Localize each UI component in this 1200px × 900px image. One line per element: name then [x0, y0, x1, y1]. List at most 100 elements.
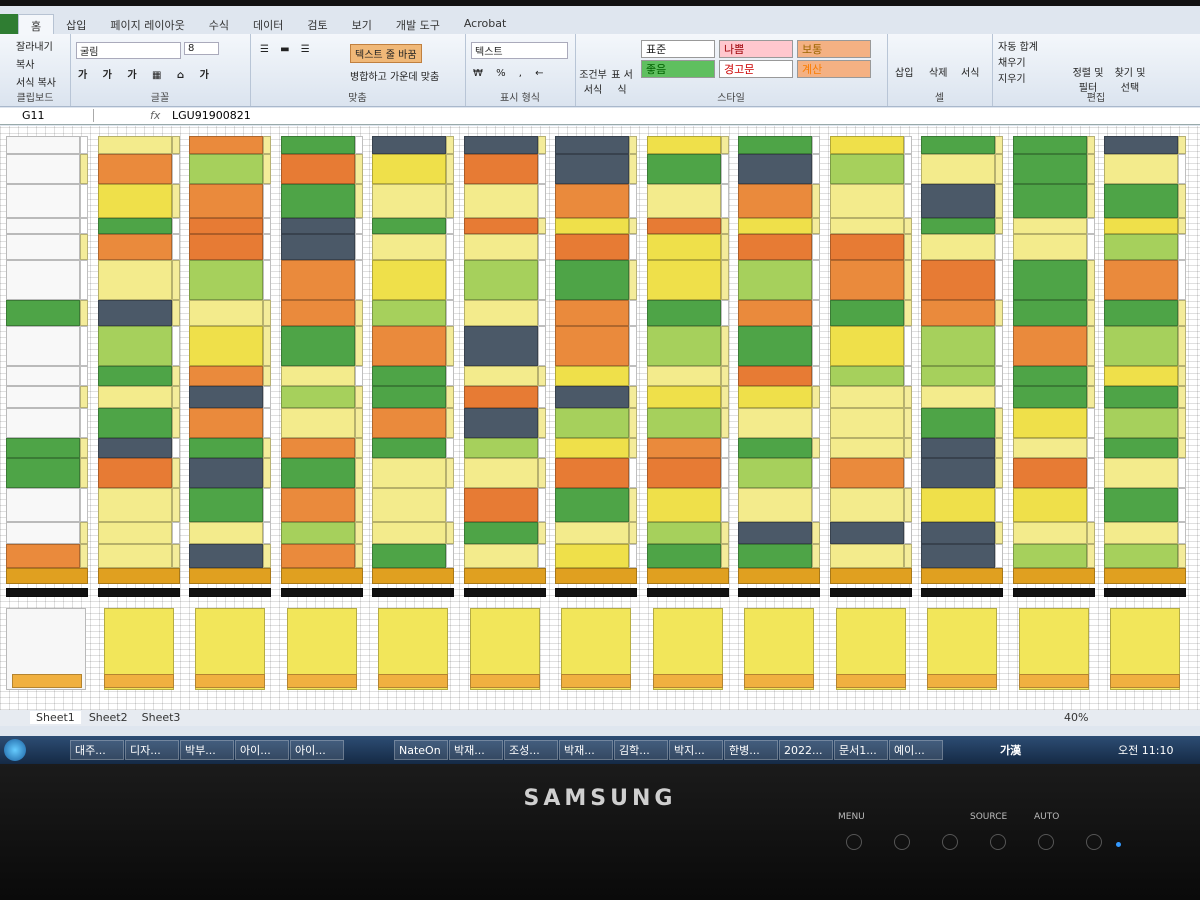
cell-block — [646, 438, 721, 458]
monitor-button[interactable] — [1086, 834, 1102, 850]
cell-block — [537, 234, 546, 260]
ime-indicator[interactable]: 가漢 — [1000, 744, 1022, 757]
cell-block — [446, 544, 454, 568]
ribbon-tab[interactable]: Acrobat — [463, 17, 507, 30]
ribbon-tab[interactable]: 페이지 레이아웃 — [110, 19, 185, 32]
cell-style[interactable]: 경고문 — [719, 60, 793, 78]
sheet-tab[interactable]: Sheet1 — [30, 711, 81, 724]
task-button[interactable]: 문서1... — [834, 740, 888, 760]
ribbon-tab[interactable]: 개발 도구 — [395, 19, 440, 32]
ribbon-tab[interactable]: 보기 — [351, 19, 372, 32]
start-button[interactable] — [4, 739, 26, 761]
ribbon-tab[interactable]: 홈 — [18, 14, 55, 34]
align-buttons[interactable]: ☰ ▬ ☰ — [260, 44, 314, 55]
cell-block — [80, 544, 88, 568]
task-button[interactable]: 조성... — [504, 740, 558, 760]
cell-block — [280, 408, 355, 438]
autosum-button[interactable]: 자동 합계 — [998, 42, 1038, 53]
number-buttons[interactable]: ₩ % , ← — [473, 68, 549, 79]
cell-block — [463, 136, 538, 154]
table-format-button[interactable]: 표 서식 — [611, 70, 633, 96]
sheet-tab[interactable]: Sheet2 — [88, 711, 128, 724]
ribbon-tab[interactable]: 수식 — [208, 19, 229, 32]
task-button[interactable]: 2022... — [779, 740, 833, 760]
sheet-tab[interactable]: Sheet3 — [141, 711, 181, 724]
cell-style[interactable]: 좋음 — [641, 60, 715, 78]
find-select-button[interactable]: 찾기 및 선택 — [1114, 68, 1146, 94]
cell-block — [372, 218, 446, 234]
formula-content[interactable]: LGU91900821 — [172, 109, 251, 122]
ribbon-tab[interactable]: 검토 — [307, 19, 328, 32]
cell-block — [280, 568, 363, 584]
ribbon-tab[interactable]: 데이터 — [252, 19, 284, 32]
cell-block — [537, 408, 546, 438]
cell-block — [629, 300, 637, 326]
cell-block — [463, 300, 538, 326]
format-button[interactable]: 서식 — [961, 68, 980, 79]
cell-block — [189, 136, 263, 154]
cell-block — [903, 154, 912, 184]
cell-style[interactable]: 표준 — [641, 40, 715, 58]
cell-block — [354, 544, 363, 568]
monitor-button[interactable] — [894, 834, 910, 850]
task-button[interactable]: 예이... — [889, 740, 943, 760]
cell-block — [80, 386, 88, 408]
format-painter-button[interactable]: 서식 복사 — [16, 78, 56, 89]
font-style-buttons[interactable]: 가 가 가 ▦ ⌂ 가 — [78, 70, 215, 81]
monitor-button[interactable] — [990, 834, 1006, 850]
task-button[interactable]: 김학... — [614, 740, 668, 760]
cell-block — [555, 326, 629, 366]
cell-block — [1104, 458, 1178, 488]
delete-button[interactable]: 삭제 — [929, 68, 948, 79]
task-button[interactable]: 한병... — [724, 740, 778, 760]
monitor-button-label: AUTO — [1034, 812, 1060, 822]
cell-block — [463, 154, 538, 184]
cell-style[interactable]: 계산 — [797, 60, 871, 78]
cell-block — [171, 184, 180, 218]
cell-block — [720, 234, 729, 260]
task-button[interactable]: 아이... — [235, 740, 289, 760]
name-box[interactable]: G11 — [4, 109, 94, 122]
cell-block — [537, 154, 546, 184]
clear-button[interactable]: 지우기 — [998, 74, 1026, 85]
cell-block — [1086, 300, 1095, 326]
cell-block — [97, 234, 172, 260]
cell-block — [629, 136, 637, 154]
number-format[interactable]: 텍스트 — [471, 42, 568, 59]
copy-button[interactable]: 복사 — [16, 60, 35, 71]
conditional-format-button[interactable]: 조건부 서식 — [579, 70, 607, 96]
cell-block — [189, 386, 263, 408]
task-button[interactable]: 디자... — [125, 740, 179, 760]
file-tab[interactable] — [0, 14, 18, 34]
monitor-button[interactable] — [846, 834, 862, 850]
task-button[interactable]: 박지... — [669, 740, 723, 760]
ribbon-tab[interactable]: 삽입 — [66, 19, 87, 32]
cell-style[interactable]: 나쁨 — [719, 40, 793, 58]
cell-block — [555, 300, 629, 326]
task-button[interactable]: 박부... — [180, 740, 234, 760]
cell-block — [720, 326, 729, 366]
cell-block — [12, 674, 82, 688]
wrap-text-button[interactable]: 텍스트 줄 바꿈 — [350, 44, 422, 63]
cell-block — [1104, 260, 1178, 300]
cell-block — [446, 234, 454, 260]
formula-bar: G11 fx LGU91900821 — [0, 108, 1200, 125]
insert-button[interactable]: 삽입 — [895, 68, 914, 79]
sort-filter-button[interactable]: 정렬 및 필터 — [1072, 68, 1104, 94]
cell-style[interactable]: 보통 — [797, 40, 871, 58]
merge-center-button[interactable]: 병합하고 가운데 맞춤 — [350, 72, 440, 83]
monitor-button[interactable] — [942, 834, 958, 850]
font-name[interactable]: 굴림 — [76, 42, 181, 59]
task-button[interactable]: 대주... — [70, 740, 124, 760]
font-size[interactable]: 8 — [184, 42, 219, 55]
cell-block — [372, 488, 446, 522]
cut-button[interactable]: 잘라내기 — [16, 42, 53, 53]
cell-block — [829, 326, 904, 366]
task-button[interactable]: 박재... — [559, 740, 613, 760]
zoom-level[interactable]: 40% — [1064, 711, 1089, 724]
fill-button[interactable]: 채우기 — [998, 58, 1026, 69]
task-button[interactable]: 박재... — [449, 740, 503, 760]
monitor-button[interactable] — [1038, 834, 1054, 850]
task-button[interactable]: 아이... — [290, 740, 344, 760]
task-button[interactable]: NateOn — [394, 740, 448, 760]
